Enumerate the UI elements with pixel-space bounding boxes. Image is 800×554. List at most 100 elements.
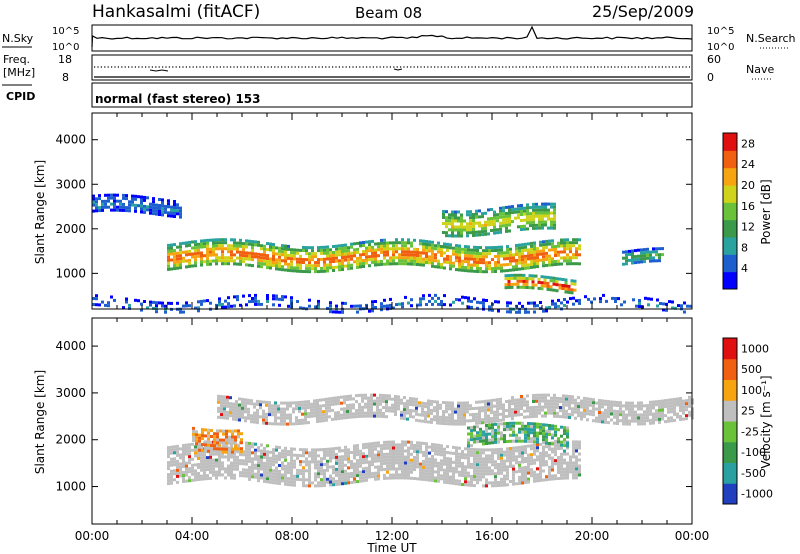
heatmap-cell <box>227 305 230 309</box>
heatmap-cell <box>511 408 514 412</box>
heatmap-cell <box>428 240 431 244</box>
heatmap-cell <box>572 262 575 266</box>
heatmap-cell <box>386 476 389 480</box>
heatmap-cell <box>557 444 560 447</box>
heatmap-cell <box>373 414 376 418</box>
heatmap-cell <box>203 462 206 466</box>
heatmap-cell <box>487 399 490 403</box>
heatmap-cell <box>479 478 482 482</box>
heatmap-cell <box>377 242 380 246</box>
heatmap-cell <box>391 397 394 401</box>
heatmap-cell <box>658 414 661 418</box>
heatmap-cell <box>536 449 539 453</box>
heatmap-cell <box>470 444 473 448</box>
heatmap-cell <box>359 241 362 245</box>
heatmap-cell <box>248 456 251 460</box>
heatmap-cell <box>389 256 392 260</box>
heatmap-cell <box>472 222 475 225</box>
heatmap-cell <box>274 413 277 417</box>
heatmap-cell <box>542 240 545 244</box>
heatmap-cell <box>238 409 241 413</box>
heatmap-cell <box>367 399 370 403</box>
heatmap-cell <box>341 247 344 250</box>
heatmap-cell <box>398 473 401 477</box>
heatmap-cell <box>428 255 431 259</box>
heatmap-cell <box>446 254 449 258</box>
heatmap-cell <box>231 441 234 445</box>
heatmap-cell <box>442 410 445 413</box>
heatmap-cell <box>227 256 230 260</box>
heatmap-cell <box>265 412 268 416</box>
heatmap-cell <box>524 481 527 484</box>
heatmap-cell <box>497 248 500 252</box>
heatmap-cell <box>314 267 317 271</box>
heatmap-cell <box>688 395 691 399</box>
heatmap-cell <box>404 455 407 459</box>
heatmap-cell <box>389 262 392 266</box>
heatmap-cell <box>209 464 212 468</box>
heatmap-cell <box>428 475 431 479</box>
heatmap-cell <box>455 244 458 248</box>
heatmap-cell <box>427 402 430 406</box>
heatmap-cell <box>323 454 326 457</box>
heatmap-cell <box>275 297 278 301</box>
heatmap-cell <box>536 479 539 483</box>
heatmap-cell <box>389 303 392 307</box>
heatmap-cell <box>329 483 332 487</box>
heatmap-cell <box>562 406 565 410</box>
heatmap-cell <box>203 465 206 469</box>
heatmap-cell <box>215 262 218 266</box>
heatmap-cell <box>676 403 679 407</box>
heatmap-cell <box>505 229 508 233</box>
heatmap-cell <box>412 397 415 401</box>
heatmap-cell <box>245 462 248 466</box>
heatmap-cell <box>275 466 278 470</box>
heatmap-cell <box>284 253 287 257</box>
heatmap-cell <box>263 452 266 456</box>
heatmap-cell <box>533 440 536 444</box>
heatmap-cell <box>260 458 263 462</box>
heatmap-cell <box>260 473 263 477</box>
heatmap-cell <box>467 305 470 309</box>
heatmap-cell <box>335 253 338 257</box>
heatmap-cell <box>670 410 673 414</box>
heatmap-cell <box>406 411 409 415</box>
heatmap-cell <box>131 194 134 198</box>
heatmap-cell <box>494 475 497 479</box>
heatmap-cell <box>541 223 544 227</box>
heatmap-cell <box>575 476 578 480</box>
heatmap-cell <box>533 241 536 245</box>
heatmap-cell <box>425 246 428 249</box>
heatmap-cell <box>521 451 524 455</box>
heatmap-cell <box>500 456 503 460</box>
heatmap-cell <box>454 410 457 414</box>
heatmap-cell <box>496 416 499 420</box>
heatmap-cell <box>532 415 535 418</box>
heatmap-cell <box>557 298 560 302</box>
heatmap-cell <box>533 449 536 453</box>
heatmap-cell <box>413 459 416 462</box>
heatmap-cell <box>131 197 134 201</box>
heatmap-cell <box>286 404 289 408</box>
heatmap-cell <box>207 443 210 447</box>
heatmap-cell <box>158 198 161 201</box>
heatmap-cell <box>500 477 503 481</box>
heatmap-cell <box>470 483 473 487</box>
heatmap-cell <box>302 258 305 261</box>
heatmap-cell <box>551 299 554 303</box>
heatmap-cell <box>302 484 305 488</box>
heatmap-cell <box>637 254 640 258</box>
heatmap-cell <box>266 260 269 264</box>
heatmap-cell <box>361 408 364 412</box>
heatmap-cell <box>404 262 407 266</box>
heatmap-cell <box>338 310 341 314</box>
heatmap-cell <box>212 467 215 471</box>
heatmap-cell <box>374 300 377 303</box>
heatmap-cell <box>149 211 152 215</box>
heatmap-cell <box>506 425 509 428</box>
heatmap-cell <box>560 425 563 429</box>
heatmap-cell <box>640 413 643 417</box>
heatmap-cell <box>515 265 518 268</box>
heatmap-cell <box>284 262 287 266</box>
heatmap-cell <box>254 255 257 259</box>
